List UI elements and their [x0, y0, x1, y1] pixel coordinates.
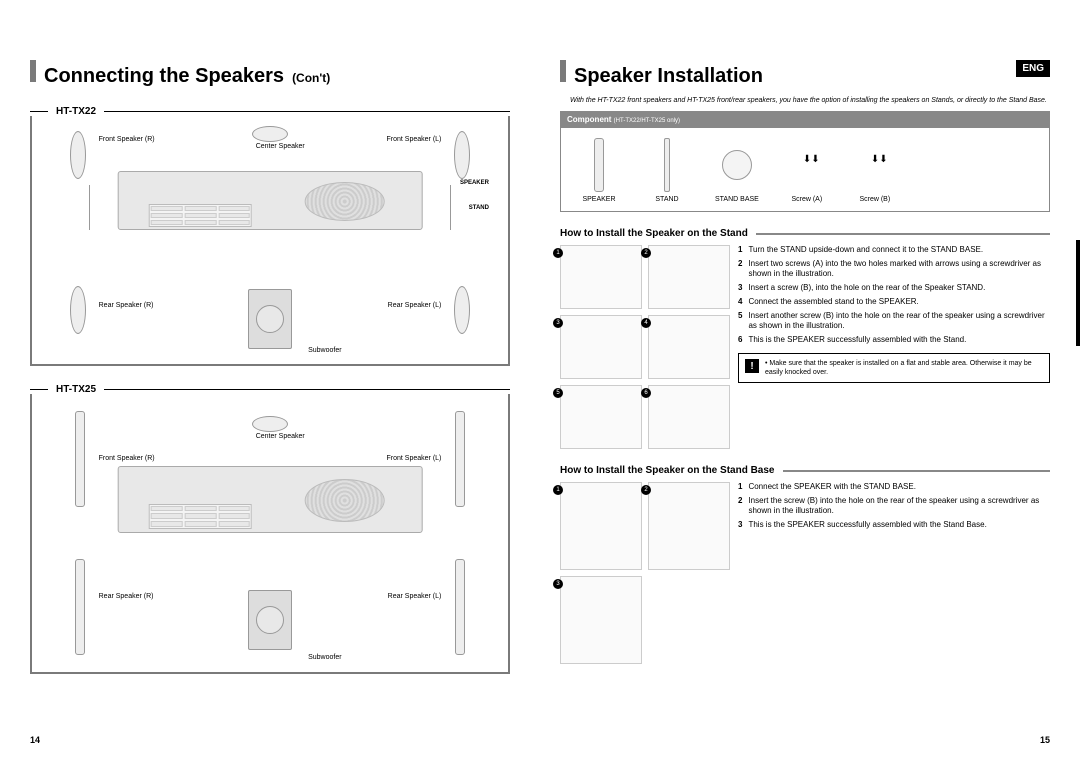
sub-label2: Subwoofer	[308, 654, 341, 661]
receiver-unit	[118, 466, 423, 533]
rear-r-tower-icon	[75, 559, 85, 655]
title-bar-icon	[560, 60, 566, 82]
caution-icon: !	[745, 359, 759, 373]
comp-stand: STAND	[647, 138, 687, 203]
comp-screw-a: ⬇⬇ Screw (A)	[787, 138, 827, 203]
center-label: Center Speaker	[256, 143, 305, 150]
intro-text: With the HT-TX22 front speakers and HT-T…	[570, 96, 1050, 105]
front-r-label2: Front Speaker (R)	[99, 455, 155, 462]
center-label2: Center Speaker	[256, 433, 305, 440]
fig-a5: 5	[560, 385, 642, 449]
front-l-icon	[454, 131, 470, 179]
section-b-figures: 1 2 3	[560, 482, 730, 664]
section-tab: CONNECTIONS	[1076, 240, 1080, 346]
front-r-tower-icon	[75, 411, 85, 507]
rear-l-label: Rear Speaker (L)	[388, 302, 442, 309]
front-r-icon	[70, 131, 86, 179]
fig-b1: 1	[560, 482, 642, 570]
rear-r-label: Rear Speaker (R)	[99, 302, 154, 309]
fig-a1: 1	[560, 245, 642, 309]
terminal-block	[149, 504, 252, 530]
receiver-unit	[118, 171, 423, 231]
front-r-label: Front Speaker (R)	[99, 136, 155, 143]
component-title: Component	[567, 115, 611, 124]
rear-l-icon	[454, 286, 470, 334]
terminal-block	[149, 204, 252, 227]
front-l-label: Front Speaker (L)	[387, 136, 442, 143]
fig-b3: 3	[560, 576, 642, 664]
rear-l-tower-icon	[455, 559, 465, 655]
section-b-title: How to Install the Speaker on the Stand …	[560, 465, 1050, 476]
section-a-title: How to Install the Speaker on the Stand	[560, 228, 1050, 239]
wire-icon	[450, 185, 451, 230]
fig-a4: 4	[648, 315, 730, 379]
page-right: Speaker Installation ENG CONNECTIONS Wit…	[540, 0, 1080, 763]
speaker-callout: SPEAKER	[460, 180, 489, 186]
left-title-sub: (Con't)	[292, 71, 330, 85]
caution-box: ! • Make sure that the speaker is instal…	[738, 353, 1050, 383]
sub-label: Subwoofer	[308, 347, 341, 354]
page-left: Connecting the Speakers (Con't) HT-TX22 …	[0, 0, 540, 763]
comp-screw-b: ⬇⬇ Screw (B)	[855, 138, 895, 203]
lang-badge: ENG	[1016, 60, 1050, 77]
subwoofer-icon	[248, 289, 292, 349]
fig-a6: 6	[648, 385, 730, 449]
diagram-tx22-box: Center Speaker Front Speaker (R) Front S…	[30, 116, 510, 366]
section-a-figures: 1 2 3 4 5 6	[560, 245, 730, 449]
diagram-tx22: HT-TX22 Center Speaker Front Speaker (R)…	[30, 106, 510, 366]
rear-r-label2: Rear Speaker (R)	[99, 593, 154, 600]
fig-a2: 2	[648, 245, 730, 309]
section-b-steps: 1Connect the SPEAKER with the STAND BASE…	[738, 482, 1050, 664]
diagram-tx25-box: Center Speaker Front Speaker (R) Front S…	[30, 394, 510, 674]
front-l-label2: Front Speaker (L)	[387, 455, 442, 462]
right-title-main: Speaker Installation	[574, 65, 763, 88]
rear-r-icon	[70, 286, 86, 334]
component-box: SPEAKER STAND STAND BASE ⬇⬇ Screw (A) ⬇⬇…	[560, 128, 1050, 212]
section-b-block: 1 2 3 1Connect the SPEAKER with the STAN…	[560, 482, 1050, 664]
center-speaker-icon	[252, 126, 288, 142]
center-speaker-icon	[252, 416, 288, 432]
front-l-tower-icon	[455, 411, 465, 507]
component-header: Component (HT-TX22/HT-TX25 only)	[560, 111, 1050, 128]
comp-speaker: SPEAKER	[579, 138, 619, 203]
title-bar-icon	[30, 60, 36, 82]
fig-b2: 2	[648, 482, 730, 570]
page-number-right: 15	[1040, 735, 1050, 745]
wire-icon	[89, 185, 90, 230]
comp-standbase: STAND BASE	[715, 138, 759, 203]
page-number-left: 14	[30, 735, 40, 745]
caution-text: • Make sure that the speaker is installe…	[765, 359, 1043, 377]
diagram-tx25: HT-TX25 Center Speaker Front Speaker (R)…	[30, 384, 510, 674]
subwoofer-icon	[248, 590, 292, 650]
left-title: Connecting the Speakers (Con't)	[30, 60, 510, 88]
right-title: Speaker Installation	[560, 60, 1050, 88]
fig-a3: 3	[560, 315, 642, 379]
component-note: (HT-TX22/HT-TX25 only)	[614, 118, 680, 124]
left-title-main: Connecting the Speakers	[44, 65, 284, 88]
stand-callout: STAND	[469, 205, 489, 211]
section-a-steps: 1Turn the STAND upside-down and connect …	[738, 245, 1050, 449]
rear-l-label2: Rear Speaker (L)	[388, 593, 442, 600]
section-a-block: 1 2 3 4 5 6 1Turn the STAND upside-down …	[560, 245, 1050, 449]
